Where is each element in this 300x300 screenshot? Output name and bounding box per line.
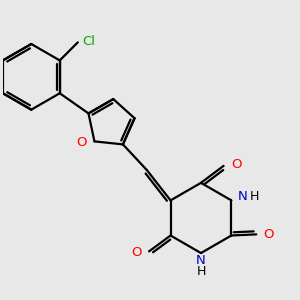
Text: H: H [196,265,206,278]
Text: N: N [196,254,206,268]
Text: O: O [231,158,242,171]
Text: O: O [131,246,142,259]
Text: N: N [238,190,248,203]
Text: Cl: Cl [82,35,95,48]
Text: H: H [250,190,259,203]
Text: O: O [264,228,274,241]
Text: O: O [76,136,86,149]
